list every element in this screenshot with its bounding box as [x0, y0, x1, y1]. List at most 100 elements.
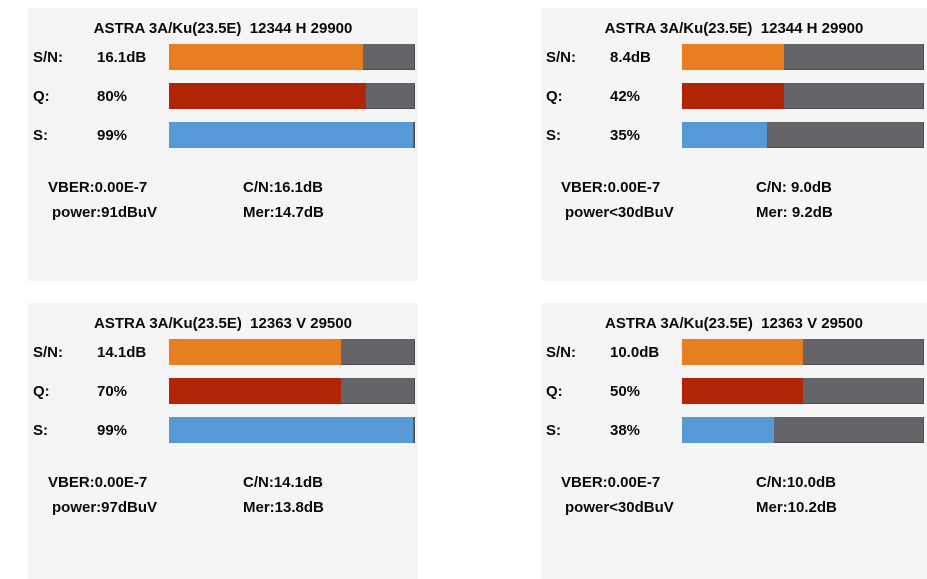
stats-left-column: VBER:0.00E-7 power<30dBuV	[561, 470, 756, 520]
strength-label: S:	[33, 421, 48, 439]
mer-value: Mer:10.2dB	[756, 499, 837, 516]
quality-bar-fill	[682, 83, 784, 109]
strength-row: S: 99%	[28, 417, 415, 443]
stats-block: VBER:0.00E-7 power:97dBuV C/N:14.1dB Mer…	[28, 470, 418, 520]
strength-row: S: 99%	[28, 122, 415, 148]
vber-value: VBER:0.00E-7	[561, 474, 661, 491]
snr-bar-fill	[169, 44, 364, 70]
strength-value: 38%	[610, 421, 641, 439]
quality-bar-track	[682, 83, 924, 109]
signal-panel-bottom-left: ASTRA 3A/Ku(23.5E) 12363 V 29500 S/N: 14…	[28, 303, 418, 579]
signal-rows: S/N: 16.1dB Q: 80% S: 99%	[28, 44, 418, 148]
stats-block: VBER:0.00E-7 power<30dBuV C/N:10.0dB Mer…	[541, 470, 927, 520]
quality-bar-track	[169, 83, 415, 109]
snr-value: 10.0dB	[610, 343, 660, 361]
signal-panel-bottom-right: ASTRA 3A/Ku(23.5E) 12363 V 29500 S/N: 10…	[541, 303, 927, 579]
snr-value: 14.1dB	[97, 343, 147, 361]
strength-bar-track	[169, 122, 415, 148]
quality-label: Q:	[546, 382, 563, 400]
vber-value: VBER:0.00E-7	[48, 474, 148, 491]
strength-bar-fill	[682, 417, 774, 443]
snr-bar-track	[682, 44, 924, 70]
quality-label: Q:	[33, 382, 50, 400]
snr-bar-fill	[682, 339, 803, 365]
stats-right-column: C/N:16.1dB Mer:14.7dB	[243, 175, 324, 225]
snr-row: S/N: 16.1dB	[28, 44, 415, 70]
strength-label: S:	[33, 126, 48, 144]
strength-bar-fill	[682, 122, 767, 148]
strength-bar-track	[682, 122, 924, 148]
strength-bar-track	[682, 417, 924, 443]
vber-value: VBER:0.00E-7	[561, 179, 661, 196]
snr-label: S/N:	[546, 48, 576, 66]
quality-bar-fill	[169, 83, 366, 109]
power-value: power<30dBuV	[565, 204, 674, 221]
strength-label: S:	[546, 126, 561, 144]
stats-left-column: VBER:0.00E-7 power:91dBuV	[48, 175, 243, 225]
quality-bar-track	[169, 378, 415, 404]
mer-value: Mer:13.8dB	[243, 499, 324, 516]
quality-bar-fill	[682, 378, 803, 404]
strength-value: 35%	[610, 126, 641, 144]
power-value: power:91dBuV	[52, 204, 158, 221]
snr-value: 16.1dB	[97, 48, 147, 66]
signal-rows: S/N: 8.4dB Q: 42% S: 35%	[541, 44, 927, 148]
cn-value: C/N: 9.0dB	[756, 179, 832, 196]
strength-row: S: 38%	[541, 417, 924, 443]
snr-bar-fill	[169, 339, 342, 365]
strength-bar-fill	[169, 122, 413, 148]
stats-block: VBER:0.00E-7 power:91dBuV C/N:16.1dB Mer…	[28, 175, 418, 225]
transponder-title: ASTRA 3A/Ku(23.5E) 12344 H 29900	[93, 20, 353, 37]
stats-right-column: C/N:10.0dB Mer:10.2dB	[756, 470, 837, 520]
transponder-title: ASTRA 3A/Ku(23.5E) 12344 H 29900	[604, 20, 864, 37]
signal-panel-top-left: ASTRA 3A/Ku(23.5E) 12344 H 29900 S/N: 16…	[28, 8, 418, 281]
strength-value: 99%	[97, 421, 128, 439]
quality-label: Q:	[546, 87, 563, 105]
snr-value: 8.4dB	[610, 48, 651, 66]
snr-label: S/N:	[33, 343, 63, 361]
signal-rows: S/N: 14.1dB Q: 70% S: 99%	[28, 339, 418, 443]
stats-right-column: C/N:14.1dB Mer:13.8dB	[243, 470, 324, 520]
strength-bar-track	[169, 417, 415, 443]
signal-rows: S/N: 10.0dB Q: 50% S: 38%	[541, 339, 927, 443]
strength-value: 99%	[97, 126, 128, 144]
quality-value: 70%	[97, 382, 128, 400]
quality-row: Q: 42%	[541, 83, 924, 109]
cn-value: C/N:10.0dB	[756, 474, 837, 491]
vber-value: VBER:0.00E-7	[48, 179, 148, 196]
quality-row: Q: 80%	[28, 83, 415, 109]
snr-row: S/N: 10.0dB	[541, 339, 924, 365]
strength-row: S: 35%	[541, 122, 924, 148]
snr-bar-fill	[682, 44, 784, 70]
quality-label: Q:	[33, 87, 50, 105]
mer-value: Mer:14.7dB	[243, 204, 324, 221]
quality-bar-track	[682, 378, 924, 404]
snr-bar-track	[169, 44, 415, 70]
quality-row: Q: 50%	[541, 378, 924, 404]
mer-value: Mer: 9.2dB	[756, 204, 833, 221]
stats-left-column: VBER:0.00E-7 power<30dBuV	[561, 175, 756, 225]
quality-value: 50%	[610, 382, 641, 400]
stats-right-column: C/N: 9.0dB Mer: 9.2dB	[756, 175, 833, 225]
signal-panel-top-right: ASTRA 3A/Ku(23.5E) 12344 H 29900 S/N: 8.…	[541, 8, 927, 281]
stats-block: VBER:0.00E-7 power<30dBuV C/N: 9.0dB Mer…	[541, 175, 927, 225]
quality-bar-fill	[169, 378, 342, 404]
snr-row: S/N: 14.1dB	[28, 339, 415, 365]
quality-row: Q: 70%	[28, 378, 415, 404]
snr-row: S/N: 8.4dB	[541, 44, 924, 70]
power-value: power<30dBuV	[565, 499, 674, 516]
cn-value: C/N:14.1dB	[243, 474, 324, 491]
transponder-title: ASTRA 3A/Ku(23.5E) 12363 V 29500	[94, 315, 352, 332]
snr-label: S/N:	[33, 48, 63, 66]
quality-value: 42%	[610, 87, 641, 105]
power-value: power:97dBuV	[52, 499, 158, 516]
snr-bar-track	[682, 339, 924, 365]
cn-value: C/N:16.1dB	[243, 179, 324, 196]
transponder-title: ASTRA 3A/Ku(23.5E) 12363 V 29500	[605, 315, 863, 332]
strength-bar-fill	[169, 417, 413, 443]
strength-label: S:	[546, 421, 561, 439]
snr-bar-track	[169, 339, 415, 365]
quality-value: 80%	[97, 87, 128, 105]
snr-label: S/N:	[546, 343, 576, 361]
